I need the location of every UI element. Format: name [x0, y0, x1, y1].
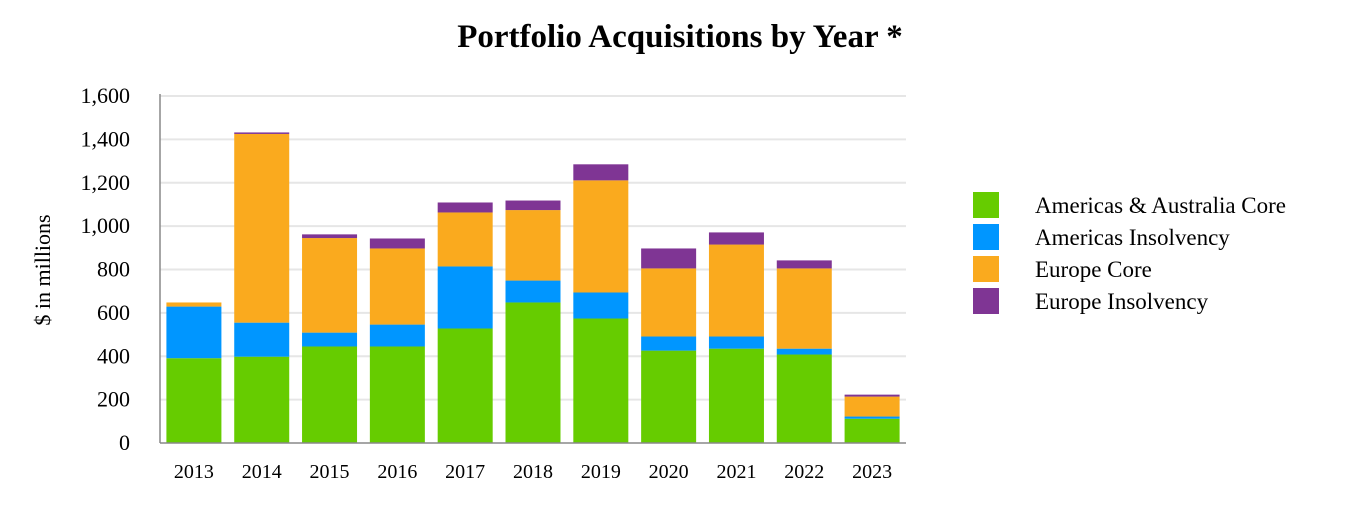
x-tick-label: 2016	[377, 461, 417, 483]
bar-segment	[641, 268, 697, 337]
x-tick-label: 2023	[852, 461, 892, 483]
bar-segment	[505, 210, 561, 281]
bar-segment	[369, 346, 425, 443]
bar-segment	[234, 133, 290, 323]
bar-segment	[708, 232, 764, 245]
bar-segment	[505, 280, 561, 303]
y-tick-label: 1,600	[81, 83, 131, 108]
legend-swatch	[973, 256, 999, 282]
bar-segment	[776, 268, 832, 349]
bar-segment	[302, 332, 358, 347]
y-tick-label: 200	[97, 387, 130, 412]
bar-segment	[776, 348, 832, 355]
bar-segment	[234, 356, 290, 443]
bar-segment	[437, 266, 493, 329]
bar-segment	[776, 354, 832, 443]
x-tick-label: 2018	[513, 461, 553, 483]
x-tick-label: 2017	[445, 461, 485, 483]
y-tick-label: 1,400	[81, 126, 131, 151]
y-axis-label: $ in millions	[30, 214, 55, 325]
legend-label: Europe Core	[1035, 257, 1152, 282]
y-tick-label: 1,200	[81, 170, 131, 195]
bar-segment	[573, 292, 629, 319]
legend-swatch	[973, 224, 999, 250]
x-tick-label: 2021	[716, 461, 756, 483]
bar-segment	[844, 418, 900, 443]
bar-segment	[369, 238, 425, 249]
bar-segment	[166, 306, 222, 359]
bars	[166, 132, 900, 443]
bar-segment	[437, 212, 493, 267]
bar-segment	[437, 202, 493, 213]
legend: Americas & Australia Core Americas Insolv…	[973, 192, 1286, 314]
bar-segment	[844, 416, 900, 419]
bar-segment	[573, 180, 629, 293]
bar-segment	[234, 322, 290, 357]
x-tick-label: 2020	[649, 461, 689, 483]
chart-title: Portfolio Acquisitions by Year *	[457, 19, 903, 55]
bar-segment	[708, 348, 764, 443]
x-tick-label: 2014	[242, 461, 282, 483]
bar-segment	[505, 302, 561, 443]
bar-segment	[369, 248, 425, 325]
legend-swatch	[973, 192, 999, 218]
y-tick-label: 600	[97, 300, 130, 325]
x-tick-label: 2015	[310, 461, 350, 483]
bar-segment	[573, 318, 629, 443]
bar-segment	[776, 260, 832, 269]
bar-segment	[641, 350, 697, 443]
legend-item: Americas Insolvency	[973, 224, 1230, 250]
legend-label: Europe Insolvency	[1035, 289, 1209, 314]
bar-segment	[437, 328, 493, 443]
y-tick-label: 400	[97, 343, 130, 368]
bar-segment	[573, 164, 629, 181]
bar-segment	[708, 336, 764, 349]
bar-segment	[505, 200, 561, 211]
legend-item: Americas & Australia Core	[973, 192, 1286, 218]
bar-segment	[234, 132, 290, 134]
y-tick-label: 0	[119, 430, 130, 455]
legend-swatch	[973, 288, 999, 314]
y-axis-ticks: 0 200 400 600 800 1,000 1,200 1,400 1,600	[81, 83, 131, 455]
bar-segment	[641, 336, 697, 351]
bar-segment	[708, 244, 764, 337]
bar-segment	[302, 234, 358, 239]
bar-segment	[369, 324, 425, 347]
legend-item: Europe Insolvency	[973, 288, 1209, 314]
bar-segment	[302, 346, 358, 443]
bar-segment	[302, 238, 358, 333]
y-tick-label: 800	[97, 257, 130, 282]
bar-segment	[844, 396, 900, 417]
bar-segment	[641, 248, 697, 269]
legend-label: Americas Insolvency	[1035, 225, 1230, 250]
x-tick-label: 2019	[581, 461, 621, 483]
bar-segment	[844, 394, 900, 397]
bar-segment	[166, 302, 222, 307]
legend-item: Europe Core	[973, 256, 1152, 282]
x-tick-label: 2013	[174, 461, 214, 483]
bar-segment	[166, 358, 222, 443]
y-tick-label: 1,000	[81, 213, 131, 238]
x-tick-label: 2022	[784, 461, 824, 483]
legend-label: Americas & Australia Core	[1035, 193, 1286, 218]
x-axis-ticks: 2013 2014 2015 2016 2017 2018 2019 2020 2021 2022…	[174, 461, 892, 483]
